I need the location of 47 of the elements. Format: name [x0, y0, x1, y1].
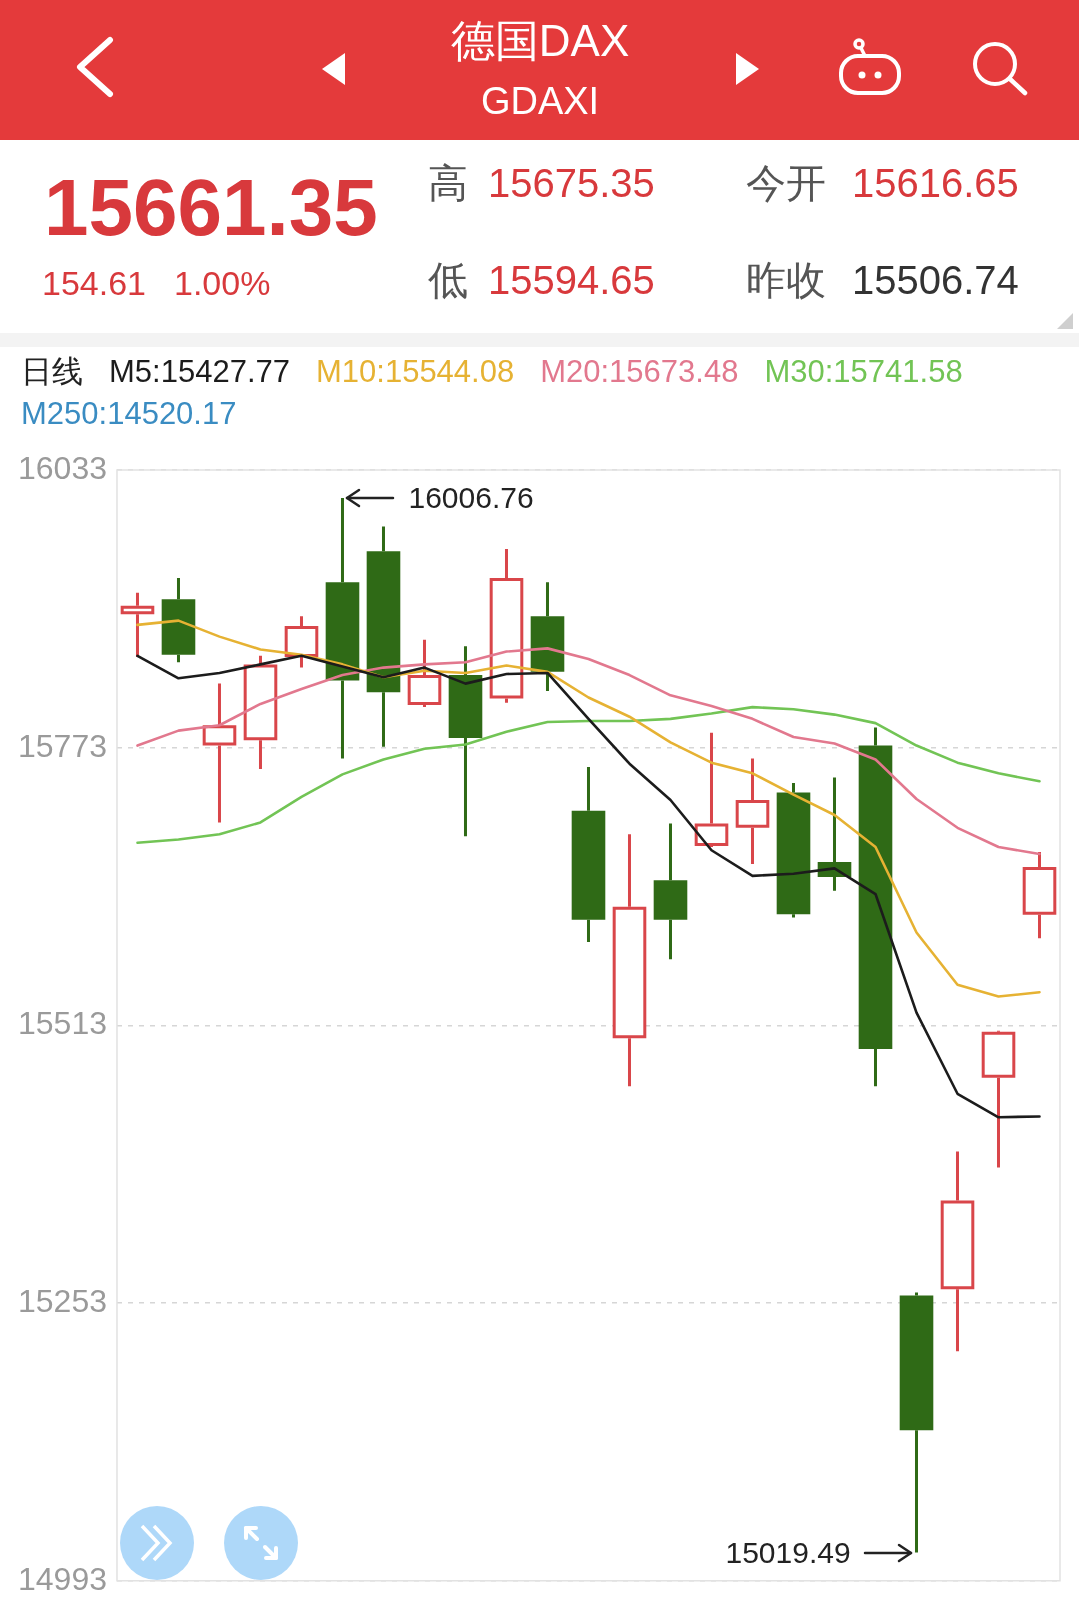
annotation: 15019.49: [725, 1535, 851, 1570]
candlestick: [120, 592, 155, 657]
candlestick: [899, 1292, 934, 1553]
candlestick: [1022, 852, 1057, 939]
text: 今开: [746, 160, 826, 206]
y-tick-label: 15513: [18, 1005, 107, 1042]
legend-label: M250:14520.17: [21, 395, 237, 433]
text: 15661.35: [44, 162, 378, 254]
text: 15616.65: [852, 160, 1019, 206]
text: 低: [428, 257, 468, 303]
text: 15506.74: [852, 257, 1019, 303]
text: 高: [428, 160, 468, 206]
text: 昨收: [746, 257, 826, 303]
candlestick: [981, 1031, 1016, 1168]
candlestick: [571, 766, 606, 943]
candlestick: [735, 758, 770, 865]
text: 15675.35: [488, 160, 655, 206]
y-tick-label: 15253: [18, 1282, 107, 1319]
candlestick: [612, 834, 647, 1087]
candlestick: [325, 498, 360, 759]
candlestick: [653, 823, 688, 960]
candlestick: [776, 782, 811, 918]
y-tick-label: 16033: [18, 449, 107, 486]
candlestick: [243, 655, 278, 770]
y-tick-label: 14993: [18, 1560, 107, 1597]
text: M20:15673.48: [540, 353, 739, 391]
chart-title: 德国DAX: [450, 16, 630, 67]
candlestick: [530, 582, 565, 692]
legend-title: 日线: [21, 353, 83, 391]
annotation: 16006.76: [408, 481, 534, 516]
candlestick: [407, 639, 442, 708]
text: 1.00%: [174, 264, 271, 304]
text: M10:15544.08: [315, 353, 515, 391]
candlestick: [161, 577, 196, 663]
candlestick: [202, 683, 237, 823]
candlestick: [448, 646, 483, 837]
text: M5:15427.77: [109, 353, 290, 391]
candlestick: [489, 549, 524, 703]
text: 154.61: [42, 264, 146, 304]
candlestick: [284, 616, 319, 668]
text: M30:15741.58: [764, 353, 963, 391]
candlestick: [366, 526, 401, 747]
y-tick-label: 15773: [18, 727, 107, 764]
text: 15594.65: [488, 257, 655, 303]
chart-subtitle: GDAXI: [480, 80, 600, 124]
candlestick: [940, 1151, 975, 1352]
candlestick: [858, 727, 893, 1087]
